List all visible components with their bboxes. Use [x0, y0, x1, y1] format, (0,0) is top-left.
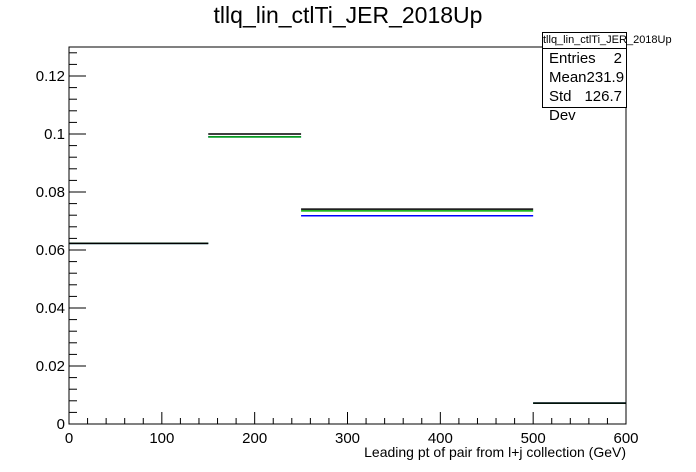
y-tick-label: 0.04 — [36, 300, 65, 317]
y-tick-label: 0.06 — [36, 242, 65, 259]
x-tick-label: 600 — [613, 430, 638, 447]
x-tick-label: 100 — [149, 430, 174, 447]
stats-entries-value: 2 — [613, 50, 622, 67]
y-tick-label: 0.12 — [36, 68, 65, 85]
x-tick-label: 200 — [242, 430, 267, 447]
y-tick-label: 0.08 — [36, 184, 65, 201]
stats-mean-label: Mean — [549, 69, 587, 86]
stats-mean-row: Mean 231.9 — [543, 68, 626, 87]
stats-entries-row: Entries 2 — [543, 49, 626, 68]
stats-std-label: Std Dev — [549, 88, 576, 124]
stats-std-value: 126.7 — [584, 88, 622, 105]
y-tick-label: 0 — [57, 416, 65, 433]
stats-title: tllq_lin_ctlTi_JER_2018Up — [543, 33, 672, 49]
stats-entries-label: Entries — [549, 50, 596, 67]
x-tick-label: 500 — [521, 430, 546, 447]
x-axis-label: Leading pt of pair from l+j collection (… — [364, 444, 626, 460]
y-tick-label: 0.02 — [36, 358, 65, 375]
chart-title: tllq_lin_ctlTi_JER_2018Up — [213, 2, 483, 28]
stats-box: tllq_lin_ctlTi_JER_2018Up Entries 2 Mean… — [542, 32, 672, 124]
stats-mean-value: 231.9 — [586, 69, 625, 86]
y-tick-label: 0.1 — [44, 126, 65, 143]
stats-std-row: Std Dev 126.7 — [543, 87, 626, 124]
x-tick-label: 0 — [65, 430, 73, 447]
x-tick-label: 300 — [335, 430, 360, 447]
x-tick-label: 400 — [428, 430, 453, 447]
